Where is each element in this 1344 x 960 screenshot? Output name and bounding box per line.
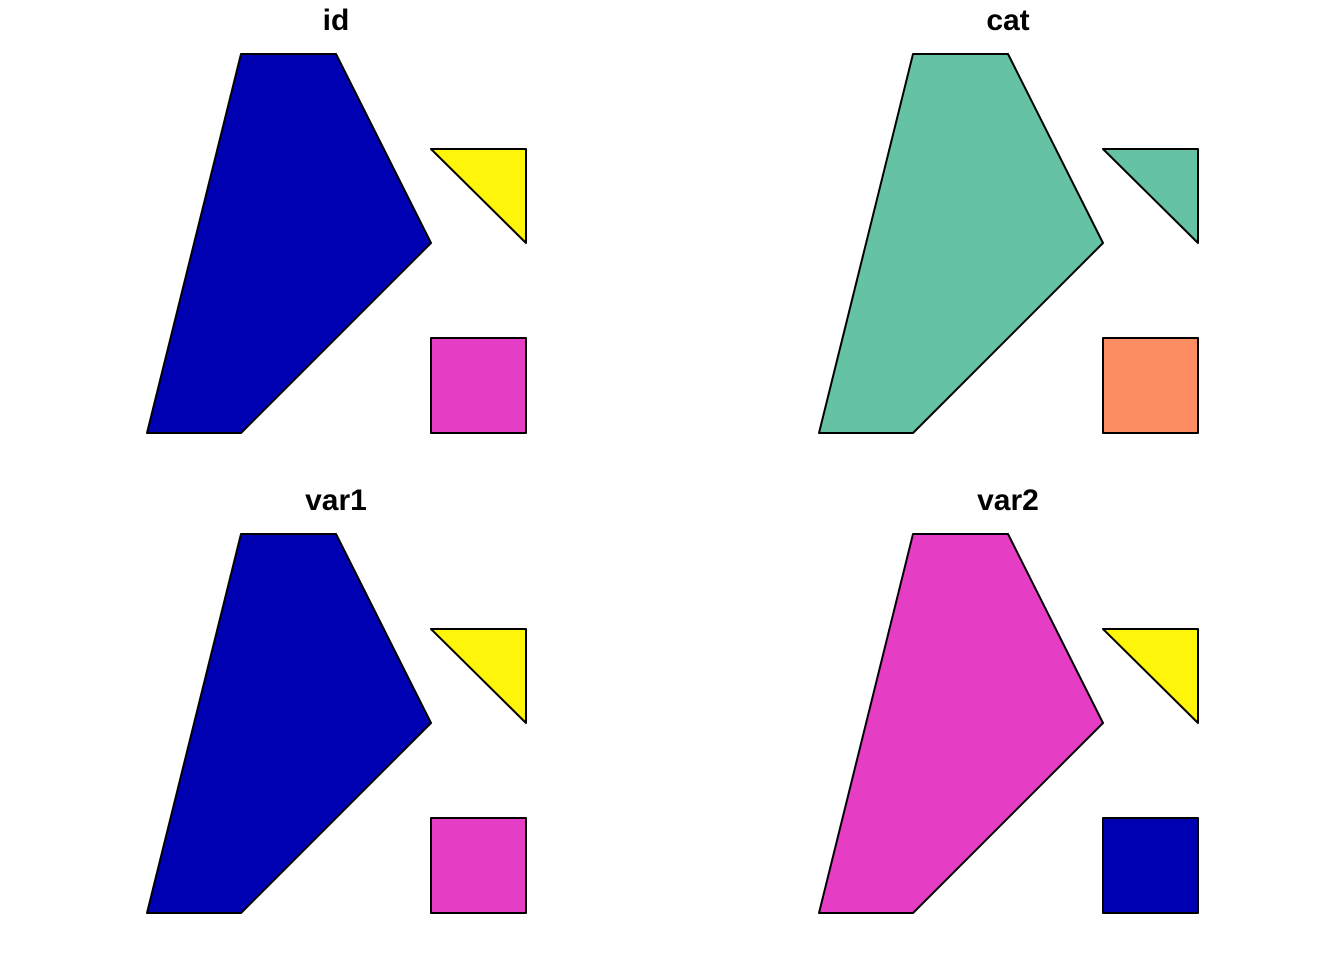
panel-id: id (0, 0, 672, 480)
triangle (430, 148, 527, 244)
panel-title: cat (986, 4, 1030, 37)
main-polygon (818, 533, 1104, 914)
panel-title: var1 (305, 484, 367, 517)
panel-var2: var2 (672, 480, 1344, 960)
panel-cat: cat (672, 0, 1344, 480)
map-shapes (146, 53, 527, 434)
triangle (1102, 148, 1199, 244)
main-polygon (818, 53, 1104, 434)
map-shapes (818, 53, 1199, 434)
panel-title: var2 (977, 484, 1039, 517)
square (430, 817, 527, 914)
triangle (430, 628, 527, 724)
panel-var1: var1 (0, 480, 672, 960)
map-shapes (146, 533, 527, 914)
map-shapes (818, 533, 1199, 914)
main-polygon (146, 533, 432, 914)
square (1102, 817, 1199, 914)
panel-title: id (322, 4, 350, 37)
triangle (1102, 628, 1199, 724)
main-polygon (146, 53, 432, 434)
square (1102, 337, 1199, 434)
square (430, 337, 527, 434)
